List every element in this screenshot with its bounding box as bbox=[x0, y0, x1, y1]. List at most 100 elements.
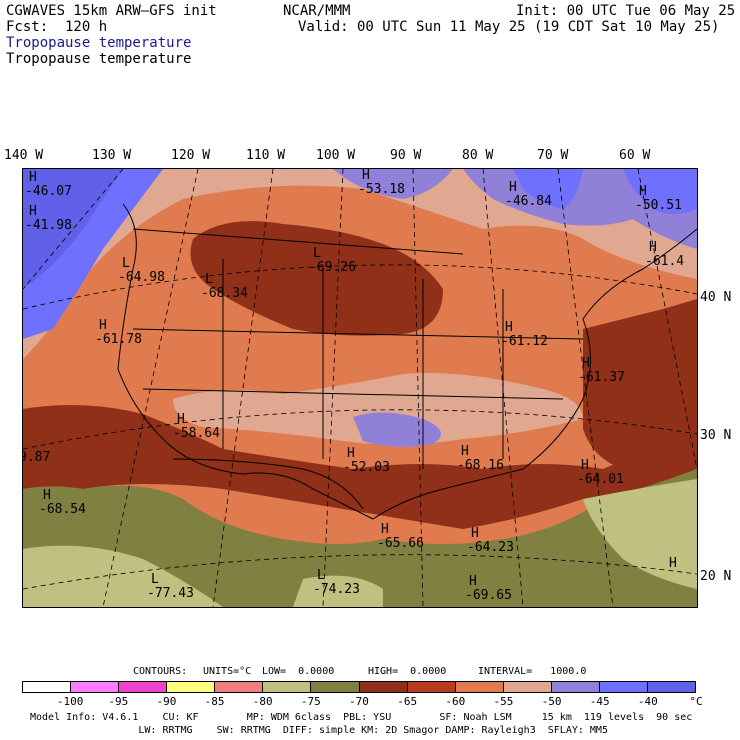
model-info-line2: LW: RRTMG SW: RRTMG DIFF: simple KM: 2D … bbox=[30, 725, 608, 736]
low-label: L -64.98 bbox=[118, 257, 165, 285]
extremum-marker: H bbox=[469, 574, 477, 589]
valid-time: Valid: 00 UTC Sun 11 May 25 (19 CDT Sat … bbox=[298, 19, 720, 35]
lat-label: 30 N bbox=[700, 428, 732, 443]
region-darkred-south bbox=[23, 405, 697, 529]
extremum-marker: L bbox=[122, 256, 130, 271]
extremum-value: -46.84 bbox=[505, 194, 552, 209]
field-title-secondary: Tropopause temperature bbox=[6, 51, 192, 67]
region-pink bbox=[23, 169, 697, 359]
region-blue-ne bbox=[513, 169, 583, 209]
colorbar-swatch bbox=[23, 682, 72, 692]
region-olive-south bbox=[23, 469, 697, 607]
region-pink-central bbox=[173, 373, 583, 445]
extremum-value: -58.64 bbox=[173, 426, 220, 441]
high-label: H -61.78 bbox=[95, 319, 142, 347]
colorbar-swatch bbox=[263, 682, 312, 692]
region-purple-north bbox=[333, 169, 453, 199]
extremum-value: -68.34 bbox=[201, 286, 248, 301]
high-label: H -61.12 bbox=[501, 321, 548, 349]
extremum-value: -46.07 bbox=[25, 184, 72, 199]
colorbar-tick-label: -50 bbox=[541, 695, 562, 708]
lon-label: 80 W bbox=[462, 148, 494, 163]
high-label: H -69.65 bbox=[465, 575, 512, 603]
extremum-value: -68.16 bbox=[457, 458, 504, 473]
extremum-value: -68.54 bbox=[39, 502, 86, 517]
contours-interval: INTERVAL= 1000.0 bbox=[478, 666, 587, 677]
colorbar-tick-label: -95 bbox=[108, 695, 129, 708]
extremum-value: -74.23 bbox=[313, 582, 360, 597]
extremum-value: -69.65 bbox=[465, 588, 512, 603]
high-label: H -61.4 bbox=[645, 241, 684, 269]
colorbar-tick-label: -65 bbox=[397, 695, 418, 708]
extremum-marker: H bbox=[669, 556, 677, 571]
extremum-value: -53.18 bbox=[358, 182, 405, 197]
colorbar-swatch bbox=[407, 682, 456, 692]
colorbar-swatch bbox=[503, 682, 552, 692]
extremum-marker: H bbox=[505, 320, 513, 335]
lon-label: 90 W bbox=[390, 148, 422, 163]
extremum-marker: L bbox=[151, 572, 159, 587]
extremum-marker: L bbox=[205, 272, 213, 287]
extremum-marker: H bbox=[639, 184, 647, 199]
extremum-marker: H bbox=[29, 204, 37, 219]
political-boundaries bbox=[117, 203, 697, 520]
us-mexico-border bbox=[172, 458, 364, 510]
region-khaki-s bbox=[293, 575, 383, 607]
region-darkred-atlantic bbox=[583, 299, 697, 469]
extremum-value: -69.26 bbox=[309, 260, 356, 275]
colorbar-swatch bbox=[215, 682, 264, 692]
init-time: Init: 00 UTC Tue 06 May 25 bbox=[516, 3, 736, 19]
extremum-value: -61.78 bbox=[95, 332, 142, 347]
coastline bbox=[117, 203, 697, 520]
extremum-marker: H bbox=[362, 168, 370, 183]
extremum-marker: H bbox=[347, 446, 355, 461]
high-label: H -61.37 bbox=[578, 357, 625, 385]
high-label: H -53.18 bbox=[358, 169, 405, 197]
colorbar-swatch bbox=[359, 682, 408, 692]
lon-label: 100 W bbox=[316, 148, 356, 163]
high-label: H -64.23 bbox=[467, 527, 514, 555]
contours-label: CONTOURS: bbox=[133, 666, 188, 677]
lon-label: 70 W bbox=[537, 148, 569, 163]
high-label: H -46.07 bbox=[25, 171, 72, 199]
extremum-value: -41.98 bbox=[25, 218, 72, 233]
region-khaki-se bbox=[583, 479, 697, 589]
colorbar-tick-label: -60 bbox=[445, 695, 466, 708]
extremum-marker: H bbox=[471, 526, 479, 541]
colorbar-swatch bbox=[167, 682, 216, 692]
extremum-marker: H bbox=[649, 240, 657, 255]
lon-label: 60 W bbox=[619, 148, 651, 163]
colorbar-swatch bbox=[311, 682, 360, 692]
lon-label: 110 W bbox=[246, 148, 286, 163]
lon-label: 140 W bbox=[4, 148, 44, 163]
lat-label: 40 N bbox=[700, 290, 732, 305]
extremum-marker: L bbox=[317, 568, 325, 583]
colorbar-tick-label: -55 bbox=[493, 695, 514, 708]
high-label: H -46.84 bbox=[505, 181, 552, 209]
high-label: H bbox=[665, 557, 677, 571]
extremum-value: -64.23 bbox=[467, 540, 514, 555]
colorbar-tick-label: -85 bbox=[204, 695, 225, 708]
tropopause-temperature-field bbox=[23, 169, 697, 607]
colorbar-tick-label: -40 bbox=[637, 695, 658, 708]
colorbar-tick-label: -75 bbox=[300, 695, 321, 708]
extremum-marker: L bbox=[313, 246, 321, 261]
extremum-value: 9.87 bbox=[22, 450, 51, 465]
extremum-value: -61.12 bbox=[501, 334, 548, 349]
high-label: H -41.98 bbox=[25, 205, 72, 233]
extremum-value: -65.66 bbox=[377, 536, 424, 551]
low-label: L -77.43 bbox=[147, 573, 194, 601]
contours-low: LOW= 0.0000 bbox=[262, 666, 335, 677]
map-panel: H -46.07 H -41.98 H -53.18 H -46.84 H -50.51 H -61.… bbox=[22, 168, 698, 608]
colorbar-swatch bbox=[648, 682, 696, 692]
extremum-marker: H bbox=[509, 180, 517, 195]
low-label: L -68.34 bbox=[201, 273, 248, 301]
extremum-marker: H bbox=[461, 444, 469, 459]
lat-label: 20 N bbox=[700, 569, 732, 584]
low-label: L -74.23 bbox=[313, 569, 360, 597]
forecast-hour: Fcst: 120 h bbox=[6, 19, 108, 35]
colorbar-tick-label: -45 bbox=[589, 695, 610, 708]
colorbar bbox=[22, 681, 696, 693]
colorbar-swatch bbox=[119, 682, 168, 692]
colorbar-tick-label: -90 bbox=[156, 695, 177, 708]
